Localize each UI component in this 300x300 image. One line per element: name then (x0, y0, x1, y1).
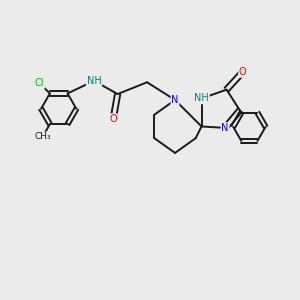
Text: CH₃: CH₃ (34, 132, 51, 141)
Text: O: O (239, 67, 247, 77)
Text: N: N (221, 123, 229, 133)
Text: NH: NH (194, 94, 209, 103)
Text: Cl: Cl (35, 78, 44, 88)
Text: N: N (171, 95, 179, 105)
Text: NH: NH (87, 76, 101, 86)
Text: O: O (110, 114, 117, 124)
